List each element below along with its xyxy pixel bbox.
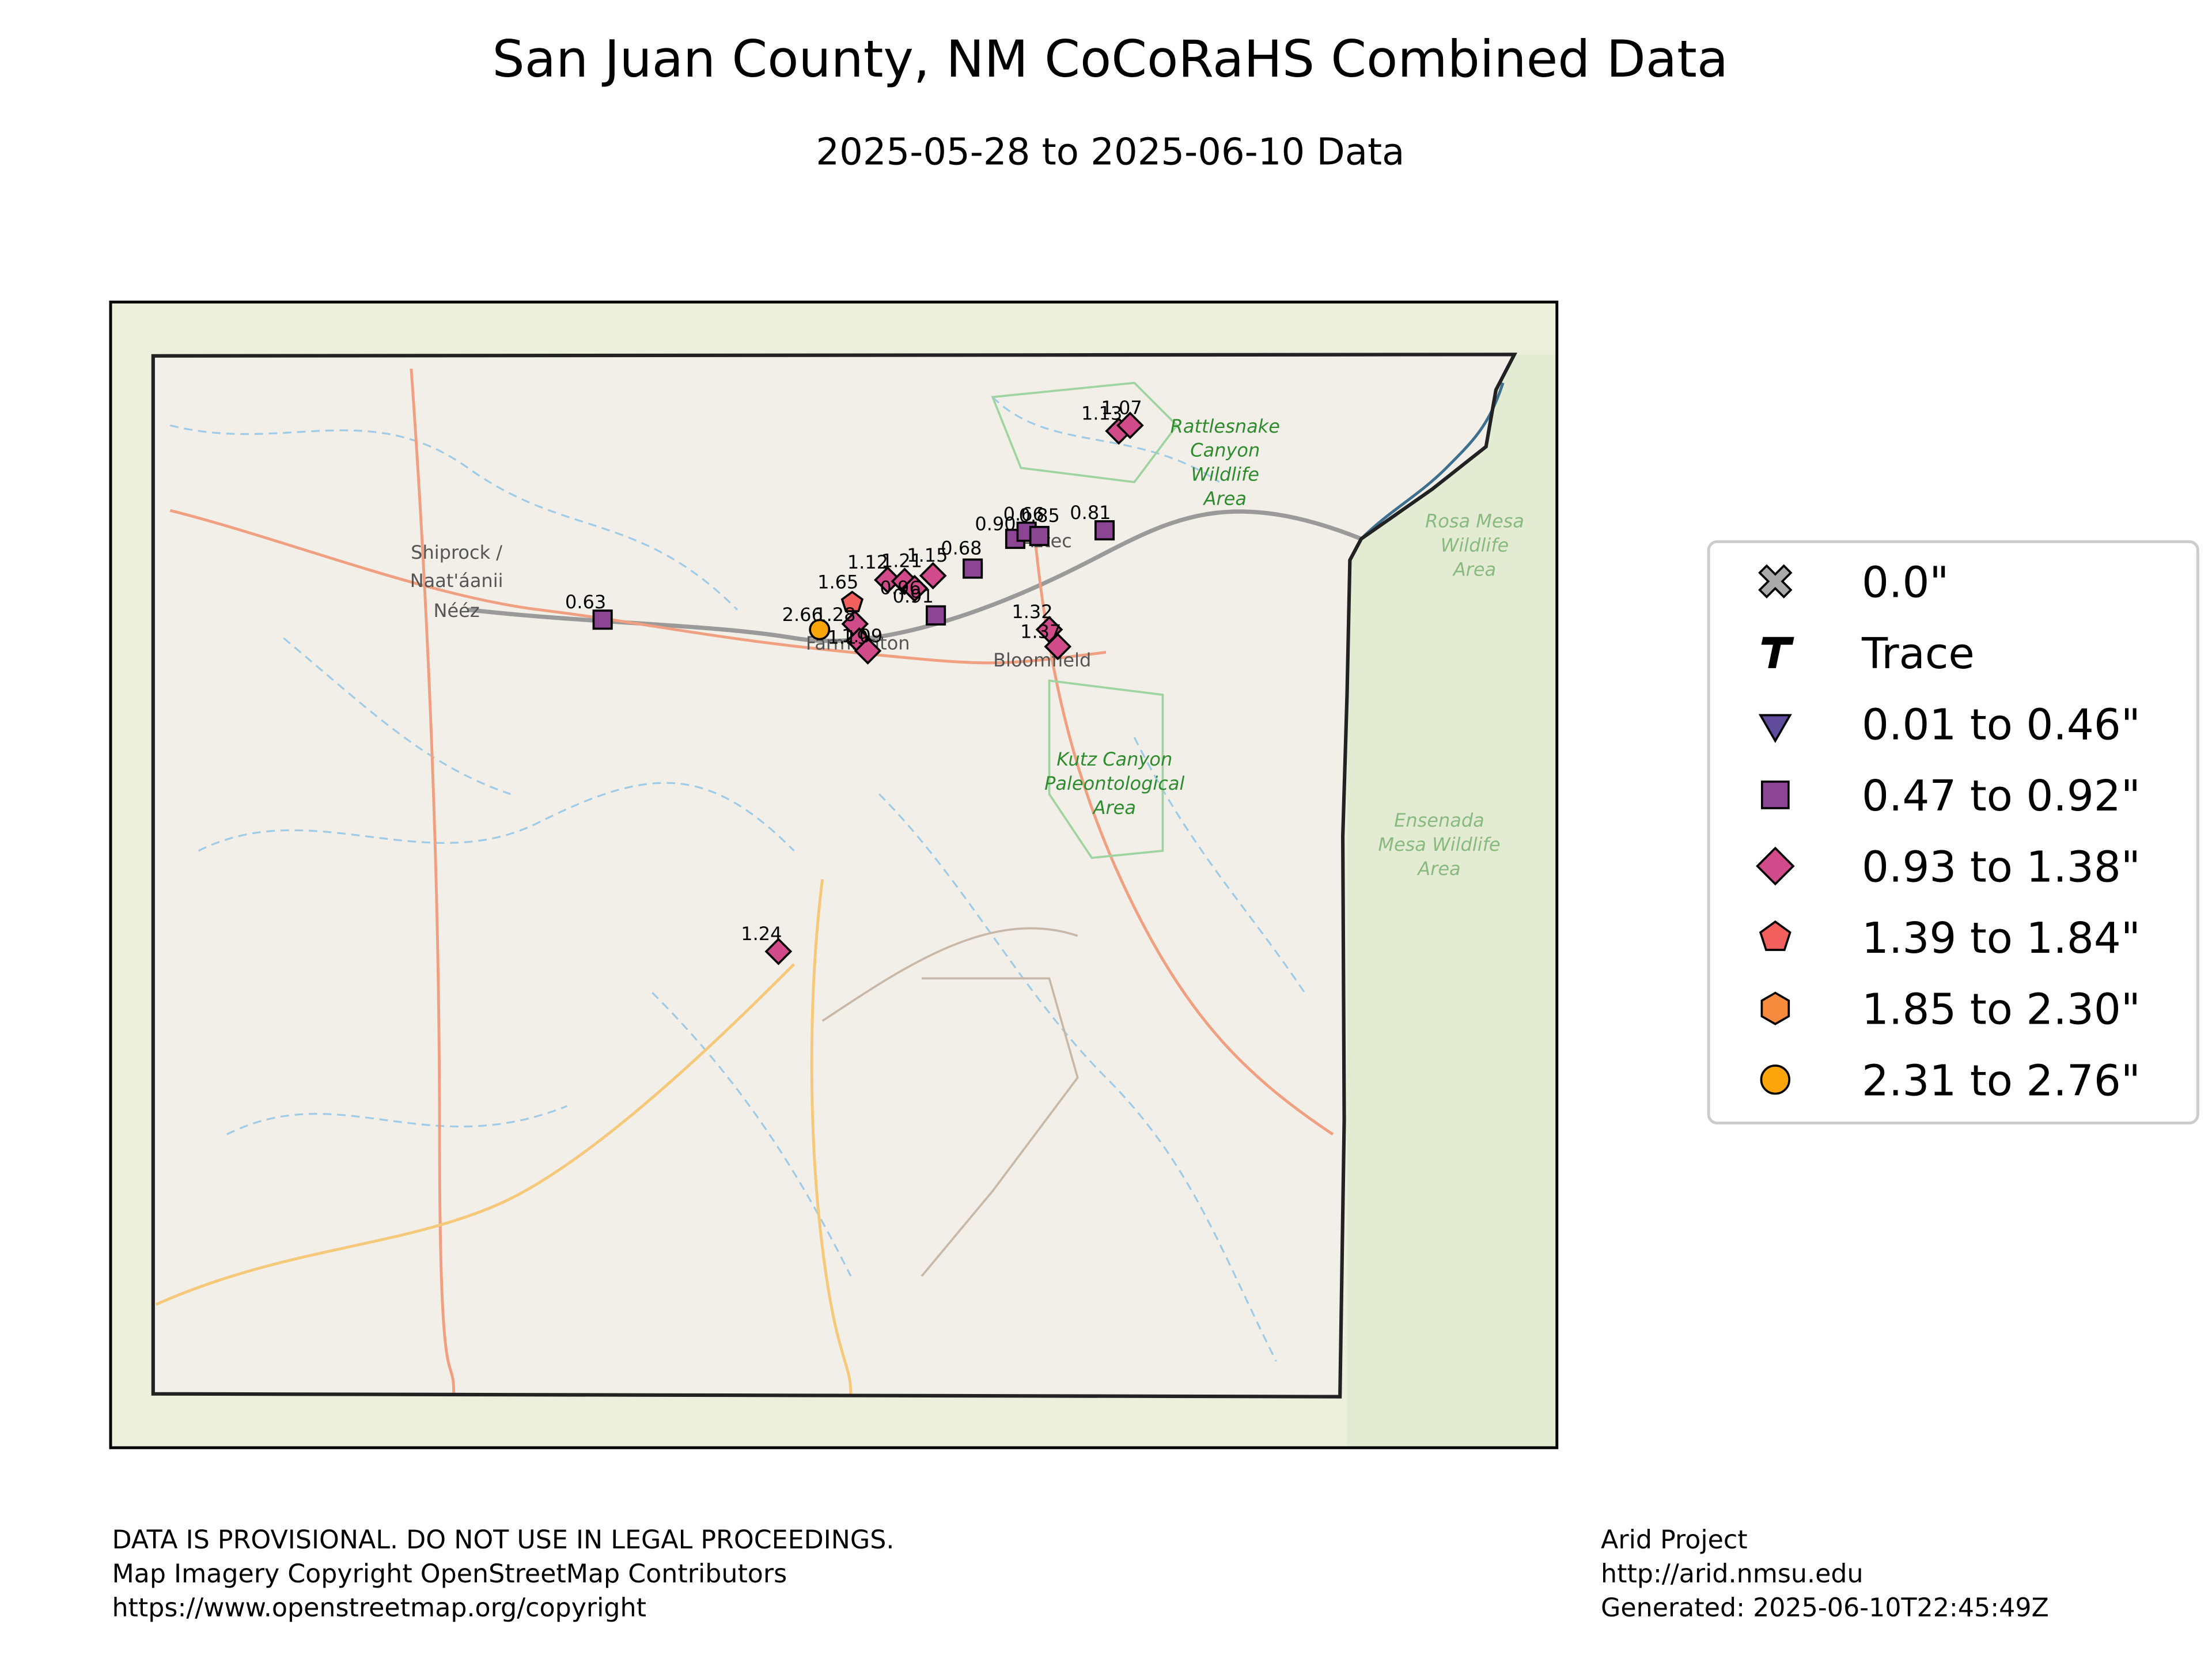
station-label: 0.63 — [565, 591, 606, 613]
station-label: 0.96 — [880, 577, 921, 599]
legend-label: 0.0" — [1862, 558, 1949, 607]
legend-label: 0.01 to 0.46" — [1862, 700, 2141, 749]
station-label: 0.81 — [1070, 502, 1111, 524]
area-label: Wildlife — [1441, 535, 1509, 556]
footer-text: DATA IS PROVISIONAL. DO NOT USE IN LEGAL… — [112, 1525, 894, 1555]
area-label: Area — [1452, 558, 1496, 580]
station-label: 1.15 — [907, 544, 948, 566]
marker-square — [592, 609, 613, 630]
footer-text: Arid Project — [1601, 1525, 1748, 1555]
place-label: Naat'áanii — [410, 570, 503, 592]
basemap — [109, 300, 1559, 1449]
station-label: 1.09 — [842, 625, 882, 647]
place-label: Shiprock / — [411, 541, 502, 563]
legend-label: 1.85 to 2.30" — [1862, 985, 2141, 1035]
station-label: 1.21 — [881, 550, 922, 572]
station-label: 0.66 — [1003, 503, 1044, 525]
station-label: 1.13 — [1081, 403, 1122, 425]
marker-diamond — [900, 574, 929, 603]
marker-x — [1758, 564, 1793, 599]
legend-label: 0.93 to 1.38" — [1862, 843, 2141, 892]
subtitle: 2025-05-28 to 2025-06-10 Data — [816, 131, 1404, 174]
marker-triangle — [1758, 714, 1792, 743]
station-label: 0.91 — [893, 585, 934, 607]
footer: DATA IS PROVISIONAL. DO NOT USE IN LEGAL… — [112, 1525, 2048, 1623]
footer-text: http://arid.nmsu.edu — [1601, 1559, 1863, 1589]
station-label: 1.07 — [1101, 397, 1142, 419]
marker-diamond — [1116, 411, 1144, 440]
area-label: Ensenada — [1394, 809, 1484, 831]
place-label: Nééz — [434, 600, 480, 622]
station-label: 0.85 — [1019, 505, 1060, 527]
legend-label: Trace — [1861, 629, 1975, 679]
area-label: Area — [1092, 797, 1136, 819]
station-label: 1.28 — [815, 604, 855, 626]
station-label: 2.66 — [782, 604, 823, 626]
marker-diamond — [1044, 632, 1072, 661]
legend-label: 0.47 to 0.92" — [1862, 771, 2141, 821]
marker-square — [1094, 520, 1115, 541]
marker-circle — [1760, 1065, 1791, 1095]
marker-square — [926, 605, 946, 626]
marker-diamond — [1756, 846, 1795, 886]
marker-diamond — [874, 566, 902, 594]
marker-pentagon — [1759, 920, 1791, 951]
marker-circle — [809, 619, 831, 641]
station-label: 1.12 — [847, 551, 888, 573]
legend-label: 1.39 to 1.84" — [1862, 914, 2141, 963]
footer-text: https://www.openstreetmap.org/copyright — [112, 1593, 646, 1623]
legend: 0.0" Trace 0.01 to 0.46" 0.47 to 0.92" 0.93 … — [1707, 540, 2199, 1124]
marker-square — [1029, 525, 1050, 547]
station-label: 0.68 — [941, 537, 982, 559]
marker-square — [1760, 781, 1790, 809]
footer-text: Map Imagery Copyright OpenStreetMap Cont… — [112, 1559, 787, 1589]
marker-hexagon — [1760, 991, 1790, 1025]
marker-trace — [1761, 637, 1794, 668]
marker-pentagon — [840, 590, 864, 612]
area-label: Kutz Canyon — [1056, 748, 1172, 770]
station-label: 1.37 — [1020, 621, 1061, 643]
marker-diamond — [764, 937, 793, 965]
title: San Juan County, NM CoCoRaHS Combined Da… — [493, 29, 1729, 89]
area-label: Paleontological — [1044, 772, 1184, 794]
station-label: 1.32 — [1012, 601, 1052, 623]
station-label: 1.65 — [817, 571, 858, 593]
footer-text: Generated: 2025-06-10T22:45:49Z — [1601, 1593, 2049, 1623]
area-label: Wildlife — [1191, 463, 1259, 485]
marker-diamond — [854, 637, 882, 665]
stations: 0.632.661.651.281.191.091.121.210.961.15… — [565, 397, 1144, 965]
station-label: 0.90 — [975, 513, 1016, 535]
area-label: Area — [1203, 487, 1247, 509]
marker-square — [963, 558, 983, 579]
place-label: Bloomfield — [993, 649, 1091, 671]
station-label: 1.24 — [741, 923, 782, 945]
legend-label: 2.31 to 2.76" — [1862, 1056, 2141, 1105]
area-label: Rattlesnake — [1171, 415, 1280, 437]
area-label: Area — [1416, 858, 1460, 880]
area-label: Canyon — [1190, 440, 1260, 461]
area-label: Rosa Mesa — [1425, 510, 1524, 532]
marker-diamond — [919, 562, 947, 590]
area-label: Mesa Wildlife — [1378, 834, 1500, 855]
